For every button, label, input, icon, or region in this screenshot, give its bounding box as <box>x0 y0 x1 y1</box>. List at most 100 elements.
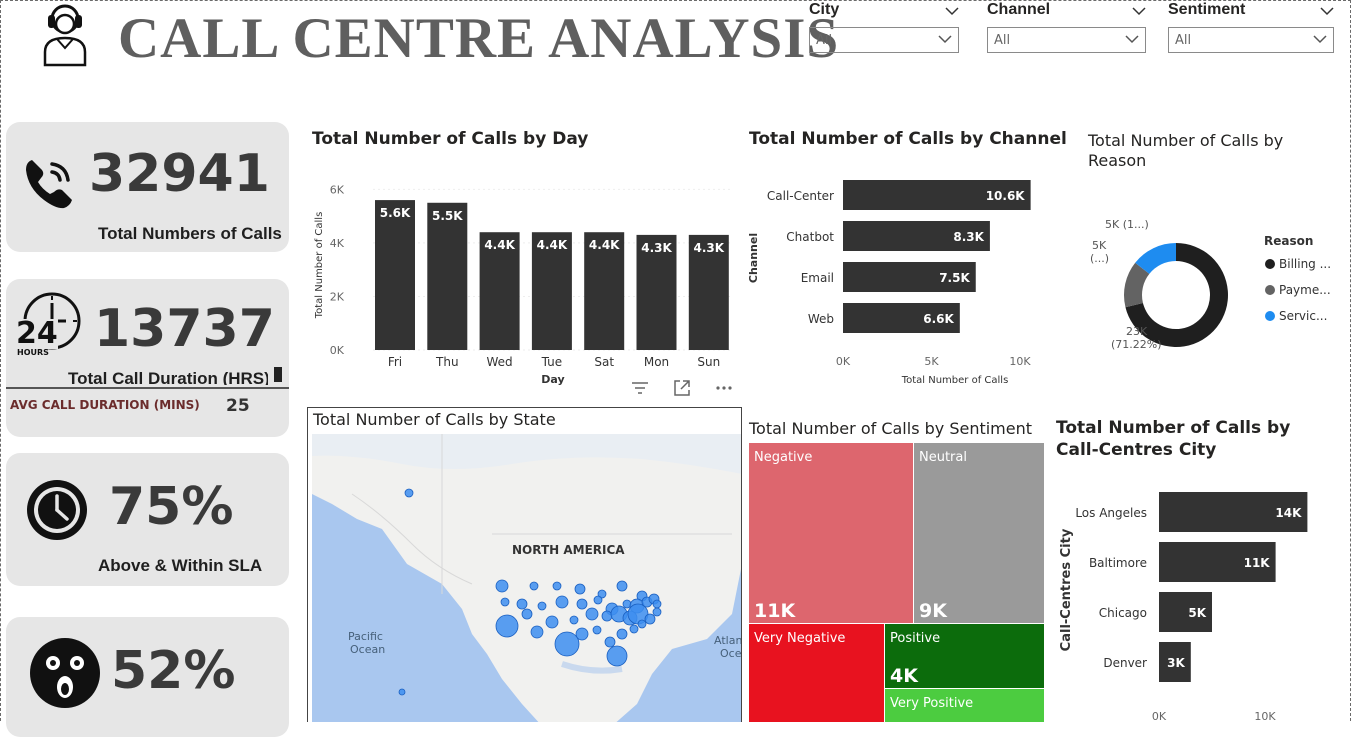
treemap-tile[interactable] <box>885 689 1044 722</box>
shocked-face-icon <box>29 637 101 713</box>
state-bubble[interactable] <box>637 619 647 629</box>
calls-by-day-chart: 0K 2K 4K 6K Total Number of Calls 5.6K Fri 5.5K… <box>314 183 730 386</box>
bar[interactable] <box>688 234 729 350</box>
map-canvas[interactable]: NORTH AMERICA Pacific Ocean Atlan Oce <box>312 434 742 722</box>
state-bubble[interactable] <box>495 614 519 638</box>
state-bubble[interactable] <box>616 628 628 640</box>
chart-title: Total Number of Calls by Reason <box>1088 131 1284 170</box>
calls-by-sentiment-treemap: Negative 11K Neutral 9K Very Negative Positiv… <box>749 443 1044 722</box>
state-bubble[interactable] <box>601 610 613 622</box>
state-bubble[interactable] <box>644 613 656 625</box>
map-label-pacific: Pacific Ocean <box>348 630 385 656</box>
bar[interactable] <box>375 200 415 350</box>
slicer-dropdown[interactable]: All <box>809 27 959 53</box>
bar[interactable] <box>1159 492 1308 532</box>
chart-title: Total Number of Calls by State <box>313 410 556 429</box>
y-tick-label: 6K <box>330 183 345 196</box>
treemap-tile[interactable] <box>749 624 884 722</box>
focus-mode-icon[interactable] <box>672 378 692 402</box>
bar-data-label: 10.6K <box>986 189 1026 203</box>
donut-data-label: 5K (...) <box>1090 239 1109 265</box>
map-visual[interactable]: Total Number of Calls by State NORTH AME… <box>307 407 742 722</box>
state-bubble[interactable] <box>500 597 510 607</box>
bar-data-label: 4.4K <box>589 238 620 252</box>
bar[interactable] <box>427 202 468 350</box>
treemap-tile[interactable] <box>885 624 1044 688</box>
state-bubble[interactable] <box>629 624 639 634</box>
donut-data-label: 5K (1...) <box>1105 218 1149 231</box>
state-bubble[interactable] <box>652 599 662 609</box>
chevron-down-icon <box>938 28 952 54</box>
phone-icon <box>22 156 78 216</box>
state-bubble[interactable] <box>585 607 599 621</box>
state-bubble[interactable] <box>606 645 628 667</box>
slicer-channel[interactable]: Channel All <box>987 0 1146 53</box>
state-bubble[interactable] <box>516 598 528 610</box>
bar-data-label: 11K <box>1244 556 1271 570</box>
slicer-value: All <box>1175 33 1192 48</box>
legend-marker <box>1265 259 1275 269</box>
state-bubble[interactable] <box>495 579 509 593</box>
state-bubble[interactable] <box>569 615 579 625</box>
state-bubble[interactable] <box>616 580 628 592</box>
bar[interactable] <box>843 221 990 251</box>
donut-slice[interactable] <box>1135 243 1176 274</box>
agent-headset-icon <box>40 2 90 68</box>
state-bubble[interactable] <box>604 636 616 648</box>
bar[interactable] <box>1159 542 1276 582</box>
state-bubble[interactable] <box>592 625 602 635</box>
bar[interactable] <box>479 232 520 350</box>
avg-duration-value: 25 <box>226 396 250 416</box>
state-bubble[interactable] <box>554 631 580 657</box>
legend-item[interactable]: Billing ... <box>1279 257 1331 271</box>
slicer-dropdown[interactable]: All <box>987 27 1146 53</box>
legend-item[interactable]: Servic... <box>1279 309 1327 323</box>
state-bubble[interactable] <box>530 625 544 639</box>
state-bubble[interactable] <box>575 627 589 641</box>
state-bubble[interactable] <box>576 598 588 610</box>
y-tick-label: 2K <box>330 290 345 303</box>
chevron-down-icon[interactable] <box>1132 1 1146 20</box>
bar[interactable] <box>843 180 1031 210</box>
state-bubble[interactable] <box>652 607 662 617</box>
state-bubble[interactable] <box>521 608 533 620</box>
chevron-down-icon[interactable] <box>1320 1 1334 20</box>
bar[interactable] <box>1159 642 1191 682</box>
filter-icon[interactable] <box>630 378 650 402</box>
bar[interactable] <box>1159 592 1212 632</box>
y-tick-label: Email <box>801 271 834 285</box>
slicer-dropdown[interactable]: All <box>1168 27 1334 53</box>
state-bubble[interactable] <box>545 615 559 629</box>
more-options-icon[interactable] <box>714 378 734 402</box>
donut-slice[interactable] <box>1125 243 1228 347</box>
state-bubble[interactable] <box>398 688 406 696</box>
state-bubble[interactable] <box>597 589 607 599</box>
legend-item[interactable]: Payme... <box>1279 283 1331 297</box>
treemap-tile[interactable] <box>749 443 913 623</box>
state-bubbles[interactable] <box>398 488 662 696</box>
bar[interactable] <box>636 234 677 350</box>
kpi-card-call-duration: 24 HOURS 13737 Total Call Duration (HRS)… <box>6 279 289 437</box>
state-bubble[interactable] <box>555 595 569 609</box>
bar[interactable] <box>843 262 976 292</box>
slicer-city[interactable]: City All <box>809 0 959 53</box>
divider <box>6 387 289 389</box>
state-bubble[interactable] <box>529 581 539 591</box>
map-label-continent: NORTH AMERICA <box>512 543 625 557</box>
bar[interactable] <box>531 232 572 350</box>
slicer-sentiment[interactable]: Sentiment All <box>1168 0 1334 53</box>
treemap-tile[interactable] <box>914 443 1044 623</box>
bar[interactable] <box>843 303 960 333</box>
state-bubble[interactable] <box>593 595 603 605</box>
donut-slice[interactable] <box>1124 262 1150 308</box>
state-bubble[interactable] <box>537 601 547 611</box>
state-bubble[interactable] <box>404 488 414 498</box>
x-tick-label: Sun <box>697 355 720 369</box>
chart-title: Total Number of Calls by Channel <box>749 129 1067 149</box>
kpi-duration-label: Total Call Duration (HRS) <box>68 369 268 385</box>
state-bubble[interactable] <box>552 581 562 591</box>
bar[interactable] <box>584 232 625 350</box>
state-bubble[interactable] <box>574 583 586 595</box>
chevron-down-icon[interactable] <box>945 1 959 20</box>
x-axis-title: Day <box>541 373 564 386</box>
